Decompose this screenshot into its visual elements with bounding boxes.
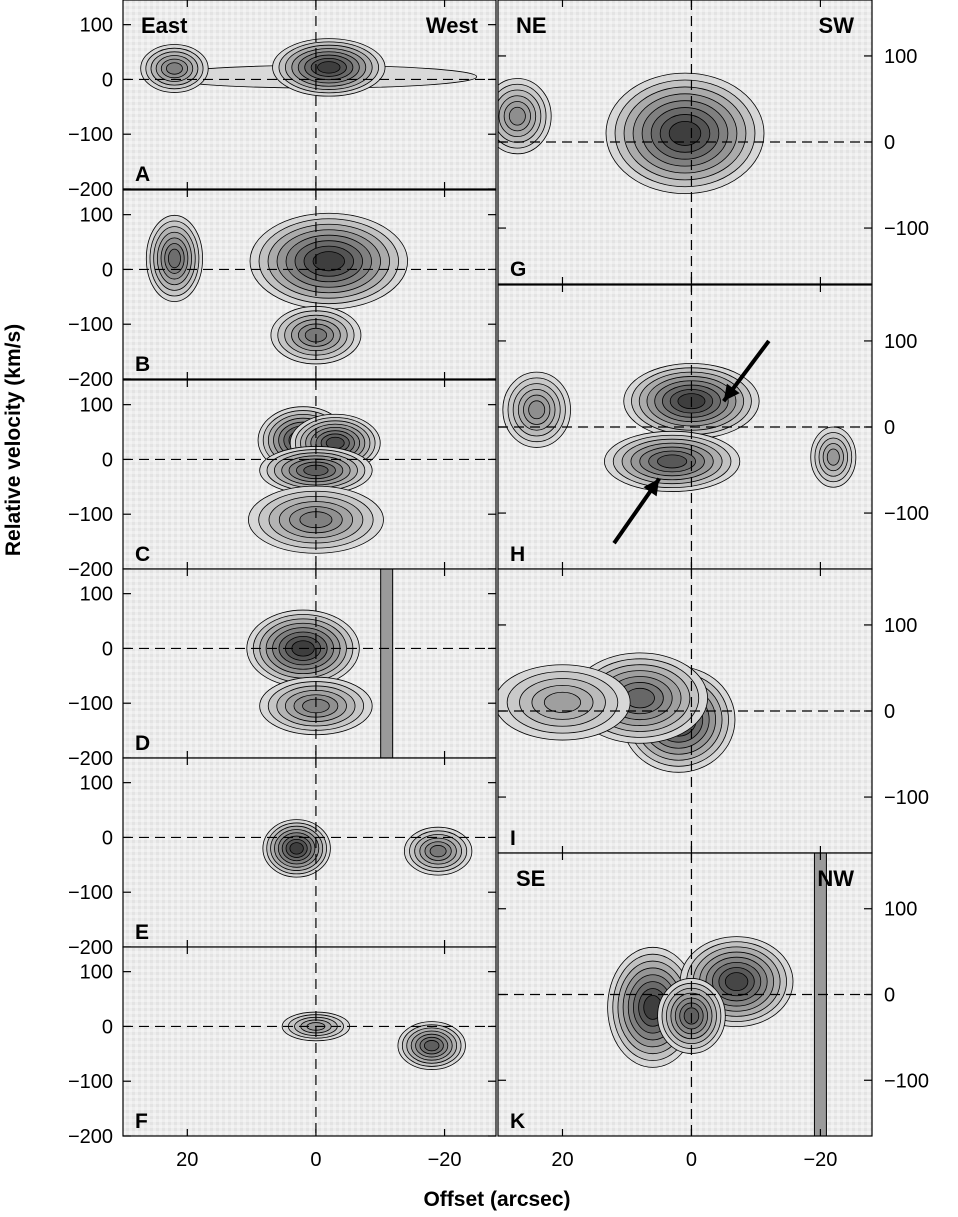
panel-letter: K xyxy=(510,1110,525,1133)
y-tick-label: −100 xyxy=(68,504,113,526)
panel-letter: B xyxy=(135,353,150,376)
panel-letter: F xyxy=(135,1110,148,1133)
contour-level xyxy=(423,1040,440,1052)
y-tick-label: 100 xyxy=(80,205,113,227)
y-tick-label: 0 xyxy=(884,701,895,723)
y-tick-label: −200 xyxy=(68,937,113,959)
y-tick-label: −100 xyxy=(884,218,929,240)
y-tick-label: 100 xyxy=(884,899,917,921)
y-tick-label: −100 xyxy=(884,503,929,525)
contour-level xyxy=(289,842,304,855)
x-axis-label: Offset (arcsec) xyxy=(423,1188,570,1211)
contour-level xyxy=(657,454,688,469)
y-tick-label: −100 xyxy=(884,787,929,809)
contour-level xyxy=(317,61,341,74)
y-tick-label: −200 xyxy=(68,1126,113,1148)
y-tick-label: 100 xyxy=(80,15,113,37)
y-tick-label: −100 xyxy=(884,1070,929,1092)
y-tick-label: 0 xyxy=(102,259,113,281)
y-tick-label: 100 xyxy=(884,331,917,353)
y-tick-label: −100 xyxy=(68,314,113,336)
y-tick-label: 0 xyxy=(102,69,113,91)
y-tick-label: 0 xyxy=(884,985,895,1007)
contour-level xyxy=(528,400,546,420)
panel-letter: I xyxy=(510,827,516,850)
y-tick-label: −100 xyxy=(68,1071,113,1093)
panel-h: 100 0 −100 H xyxy=(497,284,929,570)
x-tick-label: −20 xyxy=(803,1149,837,1171)
y-tick-label: 100 xyxy=(884,615,917,637)
corner-label-right: SW xyxy=(819,13,855,38)
panel-a: 100 0 −100 −200 A East West xyxy=(68,0,497,201)
contour-level xyxy=(429,845,447,858)
x-tick-label: 20 xyxy=(176,1149,198,1171)
y-tick-label: 0 xyxy=(102,1016,113,1038)
annotation-arrowhead xyxy=(723,383,740,402)
panel-letter: C xyxy=(135,543,150,566)
y-tick-label: −200 xyxy=(68,559,113,581)
x-tick-label: 0 xyxy=(310,1149,321,1171)
panel-frame xyxy=(122,0,497,190)
panel-k: 100 0 −100 K SE NW 20 0 −20 xyxy=(497,852,929,1171)
panel-frame xyxy=(122,946,497,1137)
panel-b: 100 0 −100 −200 B xyxy=(68,189,497,391)
panel-i: 100 0 −100 I xyxy=(497,568,929,854)
contour-level xyxy=(508,106,526,126)
contour-level xyxy=(724,972,749,992)
panel-letter: H xyxy=(510,543,525,566)
contour-level xyxy=(668,120,702,146)
annotation-arrowhead xyxy=(643,478,660,497)
y-tick-label: 100 xyxy=(80,395,113,417)
panel-c: 100 0 −100 −200 C xyxy=(68,379,497,581)
panel-letter: D xyxy=(135,732,150,755)
corner-label-right: NW xyxy=(817,866,854,891)
panel-letter: E xyxy=(135,921,149,944)
panel-f: 100 0 −100 −200 F 20 0 −20 xyxy=(68,946,497,1171)
y-tick-label: −100 xyxy=(68,882,113,904)
panel-frame xyxy=(122,189,497,380)
corner-label-right: West xyxy=(426,13,479,38)
y-tick-label: 0 xyxy=(102,449,113,471)
contour-level xyxy=(167,248,181,269)
corner-label-left: NE xyxy=(516,13,547,38)
y-tick-label: 100 xyxy=(884,46,917,68)
y-axis-label: Relative velocity (km/s) xyxy=(2,324,25,556)
y-tick-label: 0 xyxy=(884,132,895,154)
y-tick-label: −200 xyxy=(68,179,113,201)
y-tick-label: 0 xyxy=(102,827,113,849)
contour-level xyxy=(543,691,582,713)
y-tick-label: −200 xyxy=(68,369,113,391)
y-tick-label: 0 xyxy=(884,417,895,439)
y-tick-label: 100 xyxy=(80,584,113,606)
y-tick-label: −200 xyxy=(68,748,113,770)
x-tick-label: 20 xyxy=(551,1149,573,1171)
y-tick-label: 100 xyxy=(80,962,113,984)
corner-label-left: East xyxy=(141,13,188,38)
panel-letter: G xyxy=(510,258,526,281)
y-tick-label: −100 xyxy=(68,124,113,146)
x-tick-label: 0 xyxy=(686,1149,697,1171)
x-tick-label: −20 xyxy=(428,1149,462,1171)
panel-e: 100 0 −100 −200 E xyxy=(68,757,497,959)
contour-level xyxy=(826,448,840,466)
panel-letter: A xyxy=(135,163,150,186)
y-tick-label: −100 xyxy=(68,693,113,715)
y-tick-label: 0 xyxy=(102,638,113,660)
stripe-artifact xyxy=(380,569,393,758)
panel-d: 100 0 −100 −200 D xyxy=(68,568,497,770)
panel-g: 100 0 −100 G NE SW xyxy=(497,0,929,285)
y-tick-label: 100 xyxy=(80,773,113,795)
contour-level xyxy=(312,251,345,272)
corner-label-left: SE xyxy=(516,866,545,891)
contour-level xyxy=(166,62,183,75)
